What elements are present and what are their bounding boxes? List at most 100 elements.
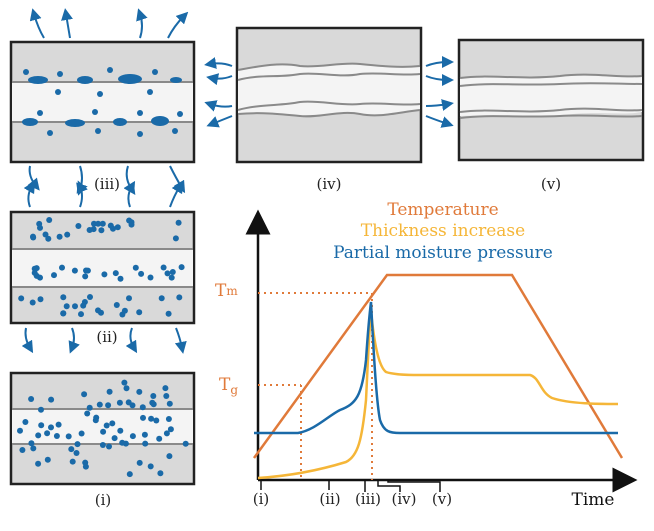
moisture-dot: [176, 294, 183, 301]
moisture-dot: [87, 294, 93, 300]
panel-iv: (iv): [204, 26, 454, 193]
moisture-dot: [98, 227, 105, 234]
moisture-curve: [254, 301, 618, 435]
moisture-dot: [162, 385, 169, 392]
moisture-dot: [60, 310, 67, 317]
moisture-dot: [95, 307, 101, 314]
moisture-dot: [29, 299, 36, 306]
legend-temperature: Temperature: [387, 200, 498, 220]
moisture-dot: [175, 219, 182, 226]
moisture-dot: [51, 272, 57, 279]
moisture-dot: [128, 221, 135, 228]
moisture-dot: [160, 264, 167, 271]
moisture-dot: [91, 220, 97, 227]
moisture-dot: [141, 431, 148, 438]
moisture-dot: [106, 388, 113, 395]
moisture-dot: [169, 269, 176, 275]
moisture-dot: [101, 271, 108, 278]
moisture-dot: [28, 440, 35, 447]
moisture-dot: [116, 399, 123, 406]
time-plot: Temperature Thickness increase Partial m…: [215, 200, 638, 510]
moisture-dot: [165, 416, 172, 422]
moisture-dot: [80, 302, 87, 309]
moisture-dot: [48, 396, 55, 403]
moisture-dot: [81, 391, 88, 398]
moisture-dot: [56, 233, 63, 240]
moisture-dot: [37, 296, 44, 303]
thickness-curve: [257, 311, 619, 480]
time-marker-ii: (ii): [319, 490, 340, 508]
moisture-dot: [114, 224, 121, 231]
panel-i: (i): [9, 371, 196, 509]
time-marker-ticks: [260, 480, 441, 492]
moisture-dot: [59, 264, 65, 271]
moisture-dot: [105, 402, 112, 409]
moisture-dot: [78, 311, 84, 318]
moisture-dot: [107, 222, 114, 229]
time-marker-i: (i): [253, 490, 270, 508]
moisture-dot: [65, 433, 72, 440]
moisture-dot: [72, 303, 78, 310]
panel-ii-dots: [18, 217, 185, 318]
moisture-dot: [147, 463, 154, 470]
moisture-dot: [95, 220, 102, 227]
panel-v: (v): [457, 38, 645, 193]
moisture-dot: [111, 435, 118, 442]
moisture-dot: [64, 231, 71, 238]
moisture-dot: [126, 295, 132, 302]
moisture-dot: [22, 419, 29, 425]
moisture-dot: [163, 393, 170, 399]
moisture-dot: [37, 224, 43, 231]
moisture-dot: [163, 430, 170, 437]
moisture-dot: [158, 295, 165, 302]
moisture-dot: [123, 385, 130, 392]
moisture-dot: [153, 417, 160, 424]
moisture-dot: [74, 441, 81, 448]
moisture-dot: [17, 427, 23, 434]
moisture-dot: [136, 388, 143, 395]
moisture-dot: [55, 421, 62, 428]
moisture-dot: [63, 303, 70, 310]
moisture-dot: [164, 270, 171, 277]
moisture-dot: [112, 270, 119, 277]
moisture-dot: [150, 401, 157, 408]
moisture-dot: [19, 447, 26, 453]
moisture-dot: [83, 267, 89, 274]
panel-ii-label: (ii): [96, 328, 117, 346]
panel-ii-escape-arrows: [21, 180, 187, 354]
moisture-dot: [42, 231, 49, 238]
panel-ii: (ii): [9, 180, 196, 354]
moisture-dot: [117, 275, 124, 282]
moisture-dot: [147, 274, 154, 281]
moisture-dot: [33, 265, 40, 272]
moisture-dot: [46, 217, 53, 223]
moisture-dot: [166, 453, 173, 460]
moisture-dot: [73, 450, 80, 456]
moisture-dot: [69, 458, 76, 465]
moisture-dot: [82, 273, 89, 280]
legend-thickness: Thickness increase: [361, 221, 525, 241]
moisture-dot: [86, 227, 93, 233]
moisture-dot: [30, 234, 37, 241]
moisture-dot: [30, 445, 37, 452]
moisture-dot: [103, 422, 110, 429]
moisture-dot: [138, 270, 145, 277]
moisture-dot: [99, 442, 106, 448]
moisture-dot: [96, 401, 103, 408]
time-marker-iii: (iii): [355, 490, 381, 508]
moisture-dot: [93, 414, 100, 421]
x-axis-label: Time: [572, 490, 615, 510]
moisture-dot: [35, 432, 42, 439]
moisture-dot: [129, 433, 136, 440]
moisture-dot: [44, 456, 51, 463]
moisture-dot: [75, 223, 82, 229]
moisture-dot: [109, 420, 116, 427]
moisture-dot: [53, 433, 60, 439]
moisture-dot: [140, 414, 146, 421]
legend-moisture: Partial moisture pressure: [333, 243, 553, 263]
moisture-dot: [38, 422, 45, 429]
moisture-dot: [99, 220, 106, 227]
moisture-dot: [31, 269, 38, 276]
panel-iii-dots: [23, 67, 183, 137]
